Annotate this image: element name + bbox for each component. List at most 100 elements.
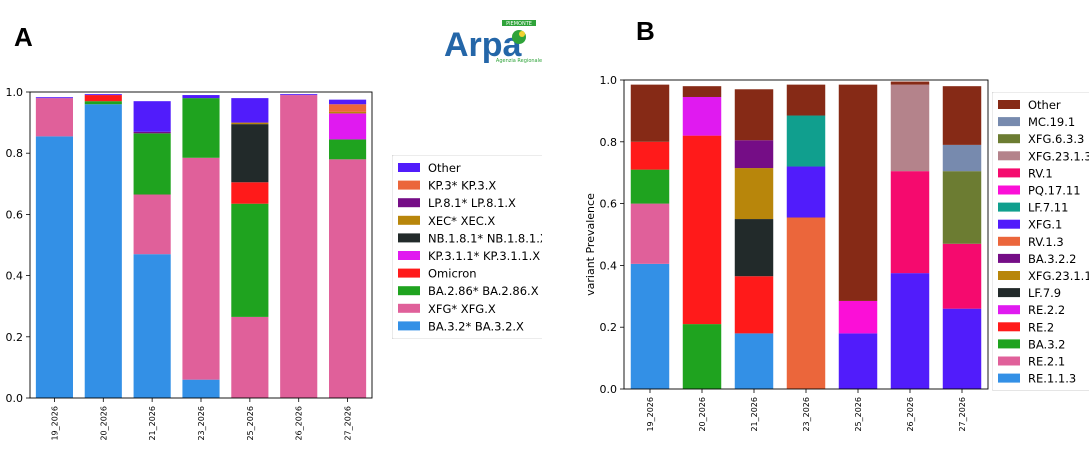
legend: Other MC.19.1 XFG.6.3.3 XFG.23.1.3 RV.1 PQ.17… — [992, 92, 1090, 391]
legend-swatch — [998, 134, 1020, 144]
panel-label-b: B — [636, 16, 655, 46]
bar-segment — [630, 263, 670, 389]
x-tick-label: 20_2026 — [99, 406, 108, 441]
bar-segment — [942, 144, 982, 172]
legend-label: Other — [428, 161, 461, 175]
x-tick-label: 21_2026 — [750, 397, 759, 432]
bar-segment — [35, 97, 73, 99]
logo-top-text: PIEMONTE — [506, 21, 532, 27]
y-tick-label: 0.0 — [600, 383, 618, 396]
chart-b: 0.0 0.2 0.4 0.6 0.8 1.0 19_2026 20_2026 21_2026 2… — [584, 74, 1090, 432]
x-tick-label: 19_2026 — [50, 406, 59, 441]
y-tick-label: 0.8 — [6, 147, 24, 160]
bar-segment — [231, 122, 269, 125]
legend-swatch — [998, 236, 1020, 246]
legend-swatch — [998, 271, 1020, 280]
x-tick-label: 25_2026 — [246, 406, 255, 441]
bar-segment — [133, 194, 171, 255]
x-tick-label: 19_2026 — [646, 397, 655, 432]
bar-segment — [890, 273, 930, 390]
bar-segment — [329, 99, 367, 105]
x-tick-label: 21_2026 — [148, 406, 157, 441]
legend-label: Omicron — [428, 267, 477, 281]
y-tick-label: 0.4 — [600, 259, 618, 272]
bar-segment — [84, 95, 122, 102]
legend-label: LF.7.11 — [1028, 201, 1068, 215]
legend-label: XFG.23.1.1 — [1028, 269, 1090, 283]
legend-box — [392, 155, 542, 339]
legend-label: RE.2 — [1028, 320, 1054, 334]
legend-swatch — [998, 117, 1020, 127]
y-tick-label: 1.0 — [6, 86, 24, 99]
bar-segment — [734, 219, 774, 277]
legend-label: RV.1.3 — [1028, 235, 1064, 249]
bar-segment — [942, 243, 982, 309]
legend-swatch — [398, 268, 420, 278]
legend-label: XFG.6.3.3 — [1028, 132, 1084, 146]
y-tick-label: 0.4 — [6, 270, 24, 283]
legend-swatch — [398, 198, 420, 208]
legend-label: BA.3.2 — [1028, 337, 1066, 351]
legend-swatch — [398, 251, 420, 260]
y-tick-label: 0.8 — [600, 136, 618, 149]
x-tick-label: 20_2026 — [698, 397, 707, 432]
bar-segment — [942, 86, 982, 145]
bar-segment — [133, 101, 171, 132]
y-tick-label: 1.0 — [600, 74, 618, 87]
x-tick-label: 23_2026 — [802, 397, 811, 432]
bar-segment — [231, 98, 269, 123]
bar-segment — [182, 98, 220, 158]
x-tick-label: 23_2026 — [197, 406, 206, 441]
bar-segment — [84, 94, 122, 96]
bar-segment — [682, 97, 722, 136]
bar-segment — [231, 124, 269, 183]
bar-segment — [35, 98, 73, 137]
legend-swatch — [998, 100, 1020, 109]
bar-segment — [329, 159, 367, 398]
legend-label: BA.3.2* BA.3.2.X — [428, 319, 524, 333]
chart-a: 0.0 0.2 0.4 0.6 0.8 1.0 19_2026 20_2026 21_2026 2… — [6, 86, 542, 441]
legend-swatch — [998, 373, 1020, 383]
bar-segment — [133, 133, 171, 195]
bar-segment — [133, 254, 171, 398]
bar-segment — [329, 111, 367, 114]
logo-banner — [502, 20, 536, 26]
bar-segment — [280, 95, 318, 398]
bar-segment — [786, 84, 826, 116]
legend-label: XFG.1 — [1028, 218, 1062, 232]
bar-segment — [329, 104, 367, 112]
bar-segment — [890, 171, 930, 274]
legend-label: RV.1 — [1028, 166, 1053, 180]
logo-bottom-text: Agenzia Regionale — [496, 58, 542, 64]
bar-segment — [329, 139, 367, 160]
bar-segment — [182, 157, 220, 380]
bar-segment — [630, 203, 670, 264]
bar-segment — [630, 169, 670, 204]
legend-label: RE.1.1.3 — [1028, 372, 1076, 386]
bar-segment — [231, 203, 269, 317]
legend-swatch — [998, 339, 1020, 349]
legend-label: KP.3.1.1* KP.3.1.1.X — [428, 249, 540, 263]
bar-segment — [734, 276, 774, 334]
bar-segment — [231, 316, 269, 398]
bar-segment — [734, 333, 774, 389]
legend-swatch — [398, 321, 420, 331]
legend-swatch — [998, 356, 1020, 366]
y-axis-label: variant Prevalence — [584, 193, 597, 296]
bar-segment — [734, 140, 774, 169]
legend-swatch — [398, 286, 420, 296]
legend-label: BA.3.2.2 — [1028, 252, 1076, 266]
legend-swatch — [998, 253, 1020, 263]
bar-segment — [942, 171, 982, 244]
legend-swatch — [998, 288, 1020, 298]
legend-label: XFG* XFG.X — [428, 302, 496, 316]
legend-swatch — [398, 303, 420, 313]
legend-label: LP.8.1* LP.8.1.X — [428, 196, 516, 210]
bar-segment — [682, 324, 722, 389]
legend-swatch — [398, 180, 420, 190]
panel-label-a: A — [14, 22, 33, 52]
bar-segment — [838, 333, 878, 389]
legend-swatch — [998, 305, 1020, 315]
x-tick-label: 27_2026 — [958, 397, 967, 432]
